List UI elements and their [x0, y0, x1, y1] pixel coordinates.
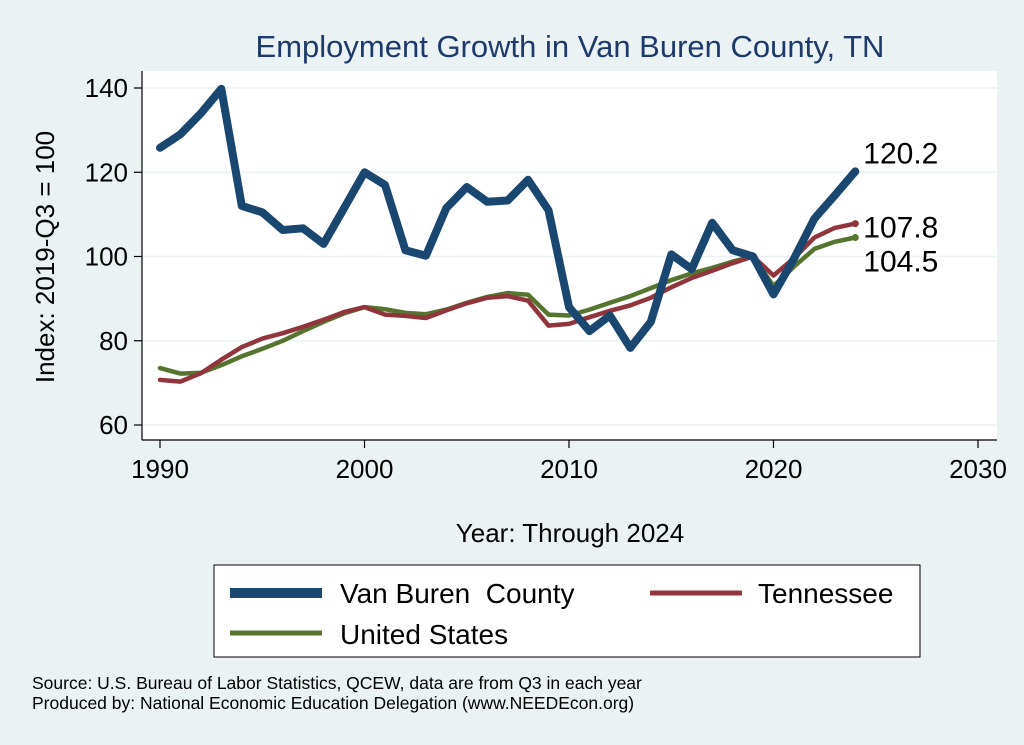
end-label-united-states: 104.5	[863, 246, 938, 279]
y-tick-label-80: 80	[99, 326, 128, 356]
legend-box	[213, 564, 921, 658]
series-line-van-buren-county	[156, 84, 860, 352]
source-note: Source: U.S. Bureau of Labor Statistics,…	[32, 673, 642, 693]
end-label-van-buren-county: 120.2	[863, 137, 938, 170]
end-marker-united-states	[851, 234, 859, 242]
series-line-tennessee	[157, 221, 858, 384]
producer-note: Produced by: National Economic Education…	[32, 693, 634, 713]
x-tick-label-2010: 2010	[540, 454, 598, 484]
y-axis-label: Index: 2019-Q3 = 100	[30, 131, 60, 383]
legend-label-van-buren: Van Buren County	[340, 578, 575, 609]
legend-label-tennessee: Tennessee	[758, 578, 893, 609]
end-label-tennessee: 107.8	[863, 212, 938, 245]
x-axis-label: Year: Through 2024	[456, 518, 684, 548]
axes: 60 80 100 120 140 1990 2000 2010 2020 2030	[85, 71, 1007, 484]
x-tick-label-2020: 2020	[745, 454, 803, 484]
series-lines	[156, 84, 860, 384]
end-marker-tennessee	[851, 220, 859, 228]
y-tick-label-60: 60	[99, 410, 128, 440]
y-tick-label-100: 100	[85, 242, 128, 272]
legend-label-united-states: United States	[340, 619, 508, 650]
legend: Van Buren County Tennessee United States	[213, 564, 921, 658]
y-tick-label-120: 120	[85, 157, 128, 187]
chart-title: Employment Growth in Van Buren County, T…	[256, 29, 885, 64]
end-marker-van-buren-county	[851, 167, 859, 175]
x-tick-label-1990: 1990	[131, 454, 189, 484]
plot-area	[142, 71, 997, 440]
y-tick-label-140: 140	[85, 73, 128, 103]
x-tick-label-2000: 2000	[336, 454, 394, 484]
x-tick-label-2030: 2030	[949, 454, 1007, 484]
